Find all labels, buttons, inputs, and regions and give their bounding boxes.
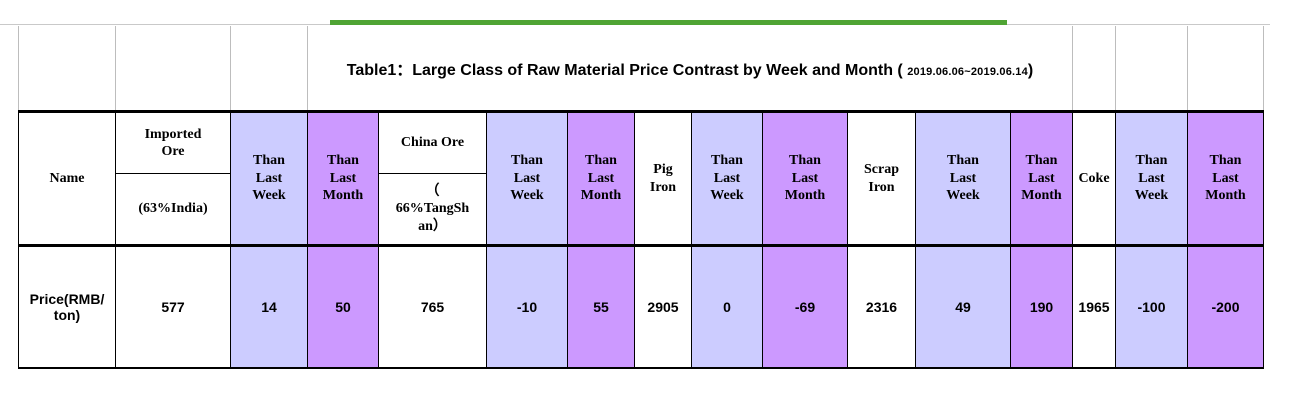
than-last-month-label: Than Last Month: [580, 153, 622, 204]
table-title-close-paren: ): [1027, 62, 1034, 79]
material-name: Pig Iron: [649, 162, 677, 195]
name-header-cell: Name: [18, 110, 116, 246]
price-value-cell: 765: [378, 244, 487, 369]
than-last-month-label: Than Last Month: [1205, 153, 1246, 204]
week-change-cell: 49: [915, 244, 1011, 369]
material-header-cell: Imported Ore: [115, 110, 231, 174]
week-change-cell: -10: [486, 244, 568, 369]
than-last-month-label: Than Last Month: [784, 153, 826, 204]
price-value-cell: 2316: [847, 244, 916, 369]
empty-cell: [1072, 26, 1116, 112]
title-row: Table1：Large Class of Raw Material Price…: [18, 26, 1264, 112]
material-name: Coke: [1078, 170, 1110, 186]
month-change-cell: 50: [307, 244, 379, 369]
week-change-cell: 0: [691, 244, 763, 369]
green-accent-line: [330, 20, 1007, 25]
than-last-month-label: Than Last Month: [322, 153, 364, 204]
month-change-cell: 55: [567, 244, 635, 369]
than-last-week-label: Than Last Week: [710, 153, 744, 204]
price-value-cell: 577: [115, 244, 231, 369]
header-row: Name Imported Ore Than Last Week Than La…: [18, 110, 1264, 246]
material-subtitle-cell: (63%India): [115, 173, 231, 246]
row-label-cell: Price(RMB/ton): [18, 244, 116, 369]
raw-material-price-table: Table1：Large Class of Raw Material Price…: [18, 26, 1264, 369]
month-change-cell: 190: [1010, 244, 1073, 369]
header-subrow: (63%India) （ 66%TangShan）: [19, 173, 1264, 246]
material-subtitle-cell: （ 66%TangShan）: [378, 173, 487, 246]
empty-cell: [1187, 26, 1264, 112]
month-change-cell: -200: [1187, 244, 1264, 369]
table-title-date-range: 2019.06.06~2019.06.14: [907, 66, 1028, 78]
material-header-cell: Coke: [1072, 110, 1116, 246]
price-value-cell: 2905: [634, 244, 692, 369]
than-last-month-header-cell: Than Last Month: [1010, 110, 1073, 246]
material-subtitle: (63%India): [138, 201, 208, 217]
than-last-month-header-cell: Than Last Month: [1187, 110, 1264, 246]
than-last-week-header-cell: Than Last Week: [230, 110, 308, 246]
month-change-cell: -69: [762, 244, 848, 369]
material-name: China Ore: [400, 135, 465, 151]
table-title-text: Table1：Large Class of Raw Material Price…: [346, 62, 903, 79]
empty-cell: [1115, 26, 1188, 112]
than-last-week-label: Than Last Week: [946, 153, 980, 204]
than-last-week-label: Than Last Week: [1134, 153, 1169, 204]
material-subtitle: （ 66%TangShan）: [395, 183, 470, 234]
than-last-week-label: Than Last Week: [252, 153, 286, 204]
material-name: Scrap Iron: [864, 162, 899, 195]
price-value-cell: 1965: [1072, 244, 1116, 369]
than-last-month-header-cell: Than Last Month: [762, 110, 848, 246]
than-last-week-header-cell: Than Last Week: [486, 110, 568, 246]
material-header-cell: China Ore: [378, 110, 487, 174]
empty-cell: [115, 26, 231, 112]
than-last-month-label: Than Last Month: [1021, 153, 1062, 204]
price-data-row: Price(RMB/ton) 577 14 50 765 -10 55 2905…: [18, 244, 1264, 369]
material-header-cell: Scrap Iron: [847, 110, 916, 246]
than-last-week-label: Than Last Week: [510, 153, 544, 204]
empty-cell: [230, 26, 308, 112]
week-change-cell: -100: [1115, 244, 1188, 369]
than-last-month-header-cell: Than Last Month: [307, 110, 379, 246]
row-label: Price(RMB/ton): [29, 291, 105, 323]
than-last-month-header-cell: Than Last Month: [567, 110, 635, 246]
than-last-week-header-cell: Than Last Week: [691, 110, 763, 246]
material-name: Imported Ore: [144, 126, 202, 160]
table-title: Table1：Large Class of Raw Material Price…: [307, 26, 1073, 112]
than-last-week-header-cell: Than Last Week: [915, 110, 1011, 246]
week-change-cell: 14: [230, 244, 308, 369]
empty-cell: [18, 26, 116, 112]
material-header-cell: Pig Iron: [634, 110, 692, 246]
than-last-week-header-cell: Than Last Week: [1115, 110, 1188, 246]
